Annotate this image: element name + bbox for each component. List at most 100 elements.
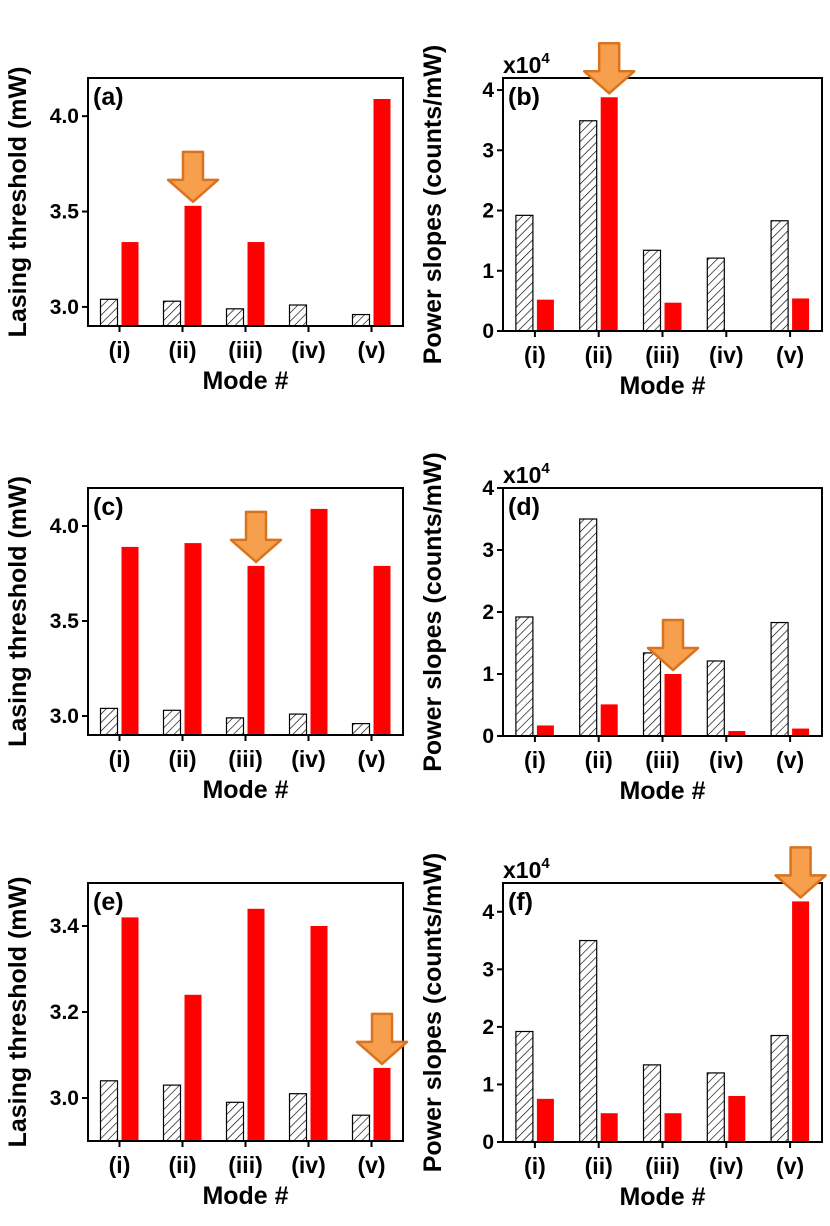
x-tick-label: (v) [357, 337, 385, 363]
panel-label: (c) [93, 493, 124, 521]
bar-modified-2 [184, 543, 202, 735]
bar-modified-2 [184, 205, 202, 326]
bar-reference-5 [770, 621, 789, 737]
bar-reference-3 [225, 308, 245, 327]
x-tick-label: (iii) [228, 746, 263, 772]
bar-reference-4 [288, 713, 308, 736]
y-tick-label: 4.0 [50, 105, 79, 128]
plot-frame [502, 487, 823, 737]
bar-reference-2 [579, 518, 598, 737]
bar-reference-1 [515, 214, 534, 332]
bar-reference-1 [515, 1030, 534, 1143]
multiplier-exponent: 4 [541, 855, 550, 872]
multiplier-base: x10 [503, 857, 541, 883]
bar-modified-3 [247, 242, 265, 326]
x-tick-label: (i) [524, 747, 546, 773]
y-tick-label: 0 [482, 320, 494, 343]
x-axis-label: Mode # [619, 1183, 705, 1211]
chart-panel-a: (i) (ii) (iii) (iv) (v) 3.0 3.5 4.0 (a) Lasing th… [4, 67, 404, 395]
y-tick-label: 2 [482, 1016, 494, 1039]
bar-modified-3 [664, 1113, 682, 1142]
x-tick-label: (i) [109, 1152, 131, 1178]
bar-modified-4 [310, 508, 328, 735]
bar-modified-1 [121, 546, 139, 735]
panel-label: (b) [508, 83, 540, 111]
y-tick-label: 0 [482, 725, 494, 748]
x-tick-label: (i) [524, 1153, 546, 1179]
x-tick-label: (iv) [709, 747, 744, 773]
x-tick-label: (ii) [585, 747, 613, 773]
bar-modified-3 [664, 674, 682, 736]
x-axis-label: Mode # [619, 372, 705, 400]
y-tick-label: 0 [482, 1131, 494, 1154]
bar-reference-5 [770, 1034, 789, 1143]
bar-reference-3 [642, 652, 662, 737]
plot-frame [502, 882, 823, 1143]
y-tick-label: 3 [482, 139, 494, 162]
bar-modified-3 [247, 908, 265, 1141]
x-axis-label: Mode # [202, 367, 288, 395]
multiplier-base: x10 [503, 462, 541, 488]
bar-modified-2 [600, 1113, 618, 1142]
bar-modified-1 [121, 242, 139, 326]
bar-modified-4 [728, 1095, 746, 1142]
down-arrow-icon [355, 1012, 409, 1066]
axis-multiplier: x104 [503, 855, 550, 883]
bar-reference-2 [162, 1084, 182, 1142]
y-tick-label: 3.2 [50, 1001, 79, 1024]
x-tick-label: (v) [357, 1152, 385, 1178]
bar-reference-1 [99, 707, 119, 736]
bar-reference-4 [706, 257, 725, 332]
axis-multiplier: x104 [503, 460, 550, 488]
bar-reference-3 [642, 249, 662, 332]
x-tick-label: (iii) [228, 337, 263, 363]
bar-reference-2 [579, 939, 598, 1143]
y-tick-label: 4 [482, 79, 494, 102]
y-axis-label: Power slopes (counts/mW) [419, 45, 447, 364]
bar-modified-5 [373, 565, 391, 735]
down-arrow-icon [582, 42, 636, 95]
y-tick-label: 3.5 [50, 610, 80, 633]
x-tick-label: (ii) [168, 1152, 196, 1178]
bar-reference-5 [351, 313, 371, 327]
panels: (i) (ii) (iii) (iv) (v) 3.0 3.5 4.0 (a) Lasing th… [4, 42, 827, 1211]
bar-modified-2 [600, 97, 618, 332]
y-axis-label: Lasing threshold (mW) [4, 476, 32, 747]
bar-modified-1 [121, 917, 139, 1141]
y-tick-label: 3.0 [50, 1087, 79, 1110]
bar-modified-3 [247, 565, 265, 735]
bar-modified-5 [792, 298, 810, 331]
x-tick-label: (i) [109, 337, 131, 363]
bar-modified-5 [373, 98, 391, 326]
x-tick-label: (iii) [645, 1153, 680, 1179]
x-axis-label: Mode # [202, 1182, 288, 1210]
x-tick-label: (iii) [645, 342, 680, 368]
y-tick-label: 4 [482, 477, 494, 500]
x-tick-label: (iv) [709, 342, 744, 368]
y-tick-label: 1 [482, 663, 494, 686]
y-tick-label: 4 [482, 901, 494, 924]
bar-reference-4 [288, 1093, 308, 1142]
bar-modified-2 [600, 704, 618, 736]
y-tick-label: 3.4 [50, 915, 80, 938]
bar-modified-1 [536, 725, 554, 736]
x-tick-label: (i) [109, 746, 131, 772]
bar-reference-4 [288, 304, 308, 327]
multiplier-base: x10 [503, 52, 541, 78]
down-arrow-icon [229, 510, 283, 564]
x-tick-label: (ii) [168, 746, 196, 772]
y-tick-label: 2 [482, 601, 494, 624]
x-tick-label: (v) [776, 342, 804, 368]
bar-modified-1 [536, 299, 554, 331]
panel-label: (d) [508, 493, 540, 521]
panel-label: (e) [93, 888, 124, 916]
bar-modified-4 [728, 731, 746, 736]
x-tick-label: (iv) [291, 1152, 326, 1178]
bar-modified-4 [310, 926, 328, 1141]
y-axis-label: Power slopes (counts/mW) [419, 452, 447, 771]
x-tick-label: (iii) [645, 747, 680, 773]
chart-panel-c: (i) (ii) (iii) (iv) (v) 3.0 3.5 4.0 (c) Lasing th… [4, 476, 404, 804]
y-tick-label: 3.5 [50, 201, 80, 224]
